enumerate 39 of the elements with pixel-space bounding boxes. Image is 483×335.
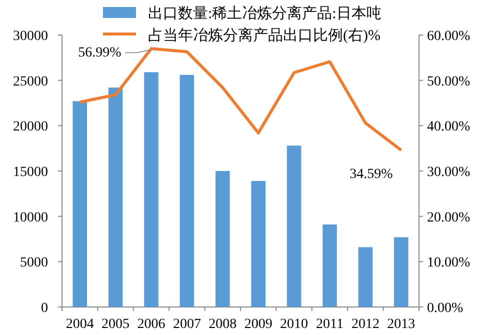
y2-tick-label: 50.00% <box>427 74 470 90</box>
bar <box>72 101 87 307</box>
y-tick-label: 10000 <box>13 210 48 226</box>
bar <box>144 72 158 307</box>
y-tick-label: 5000 <box>20 256 48 271</box>
bar <box>251 180 266 307</box>
y-tick-label: 20000 <box>13 120 48 135</box>
y-tick-label: 25000 <box>13 74 48 90</box>
bar <box>108 88 123 307</box>
x-tick-label: 2008 <box>208 317 237 332</box>
x-tick-label: 2006 <box>137 317 166 332</box>
y2-tick-label: 30.00% <box>427 165 470 180</box>
x-tick-label: 2010 <box>280 317 308 332</box>
bar <box>180 74 194 307</box>
bar <box>322 224 337 307</box>
x-tick-label: 2011 <box>316 317 344 332</box>
x-tick-label: 2007 <box>172 317 201 332</box>
bar <box>216 171 230 307</box>
x-tick-label: 2013 <box>387 317 416 332</box>
bar <box>286 146 302 307</box>
y2-tick-label: 60.00% <box>427 29 470 44</box>
legend-label: 占当年冶炼分离产品出口比例(右)% <box>148 27 380 44</box>
x-tick-label: 2004 <box>66 317 94 332</box>
y2-tick-label: 40.00% <box>427 120 470 135</box>
bar <box>358 247 373 307</box>
y2-tick-label: 20.00% <box>427 210 470 226</box>
x-tick-label: 2012 <box>351 317 380 332</box>
x-tick-label: 2005 <box>102 317 130 332</box>
x-tick-label: 2009 <box>244 317 272 332</box>
y-tick-label: 0 <box>41 301 48 316</box>
y-tick-label: 15000 <box>13 165 48 180</box>
legend-label: 出口数量:稀土冶炼分离产品:日本吨 <box>148 5 382 22</box>
data-label: 56.99% <box>78 46 122 61</box>
y-tick-label: 30000 <box>13 29 48 44</box>
bar <box>394 237 408 307</box>
data-label: 34.59% <box>350 167 394 182</box>
line-series <box>78 47 403 152</box>
y2-tick-label: 10.00% <box>427 256 470 271</box>
y2-tick-label: 0.00% <box>427 301 464 316</box>
